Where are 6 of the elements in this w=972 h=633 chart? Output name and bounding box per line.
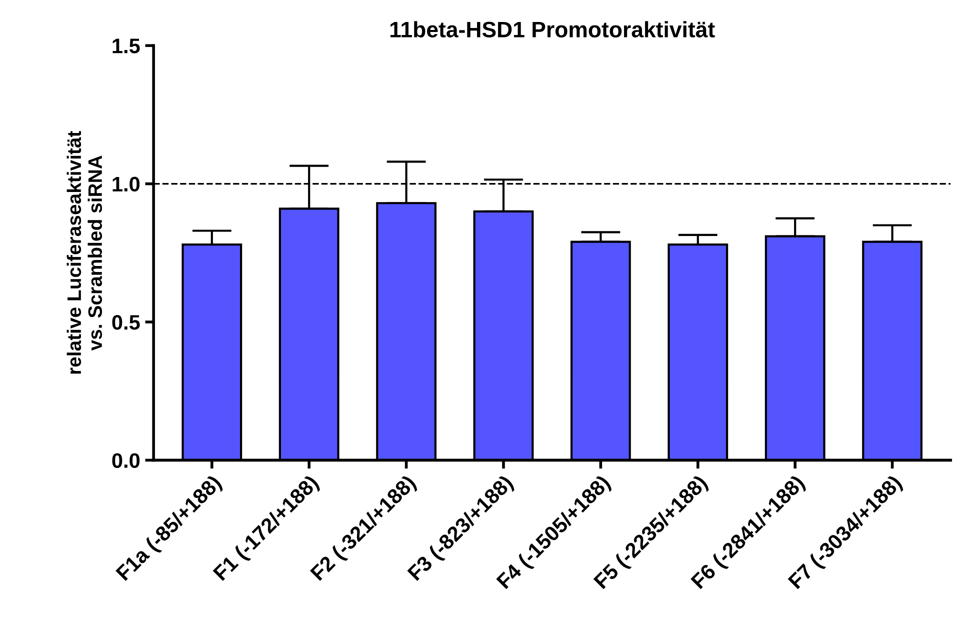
y-tick-label: 1.5 xyxy=(112,38,140,54)
y-tick-label: 1.0 xyxy=(112,176,140,192)
y-tick-label: 0.5 xyxy=(112,314,140,330)
y-tick-label: 0.0 xyxy=(112,453,140,468)
chart-title: 11beta-HSD1 Promotoraktivität xyxy=(390,21,715,38)
y-axis-title: relative Luciferaseaktivität vs. Scrambled siRNA xyxy=(66,130,102,374)
